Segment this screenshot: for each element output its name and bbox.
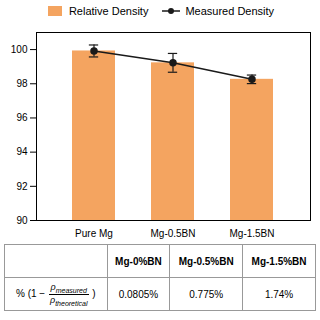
html-text:Mg-0.5%BN: Mg-0.5%BN bbox=[178, 255, 234, 267]
html-text:% (1 −: % (1 − bbox=[16, 287, 48, 299]
svg-text:90: 90 bbox=[16, 215, 28, 226]
html-text:ρtheoretical: ρtheoretical bbox=[50, 294, 88, 307]
html-text:0.775%: 0.775% bbox=[189, 288, 224, 300]
html-text:0.0805%: 0.0805% bbox=[118, 288, 159, 300]
html-text:Mg-1.5%BN: Mg-1.5%BN bbox=[251, 255, 307, 267]
html-text:1.74%: 1.74% bbox=[264, 288, 294, 300]
svg-text:Pure Mg: Pure Mg bbox=[75, 228, 113, 239]
svg-text:92: 92 bbox=[16, 181, 28, 192]
svg-text:Mg-1.5BN: Mg-1.5BN bbox=[229, 228, 274, 239]
html-text:Measured Density: Measured Density bbox=[185, 5, 275, 17]
svg-text:100: 100 bbox=[11, 44, 28, 55]
svg-text:96: 96 bbox=[16, 112, 28, 123]
html-text:Relative Density: Relative Density bbox=[68, 5, 149, 17]
svg-text:Mg-0.5BN: Mg-0.5BN bbox=[150, 228, 195, 239]
svg-text:94: 94 bbox=[16, 146, 28, 157]
html-text:Mg-0%BN: Mg-0%BN bbox=[115, 255, 162, 267]
svg-text:98: 98 bbox=[16, 78, 28, 89]
html-text:ρmeasured: ρmeasured bbox=[50, 281, 87, 294]
